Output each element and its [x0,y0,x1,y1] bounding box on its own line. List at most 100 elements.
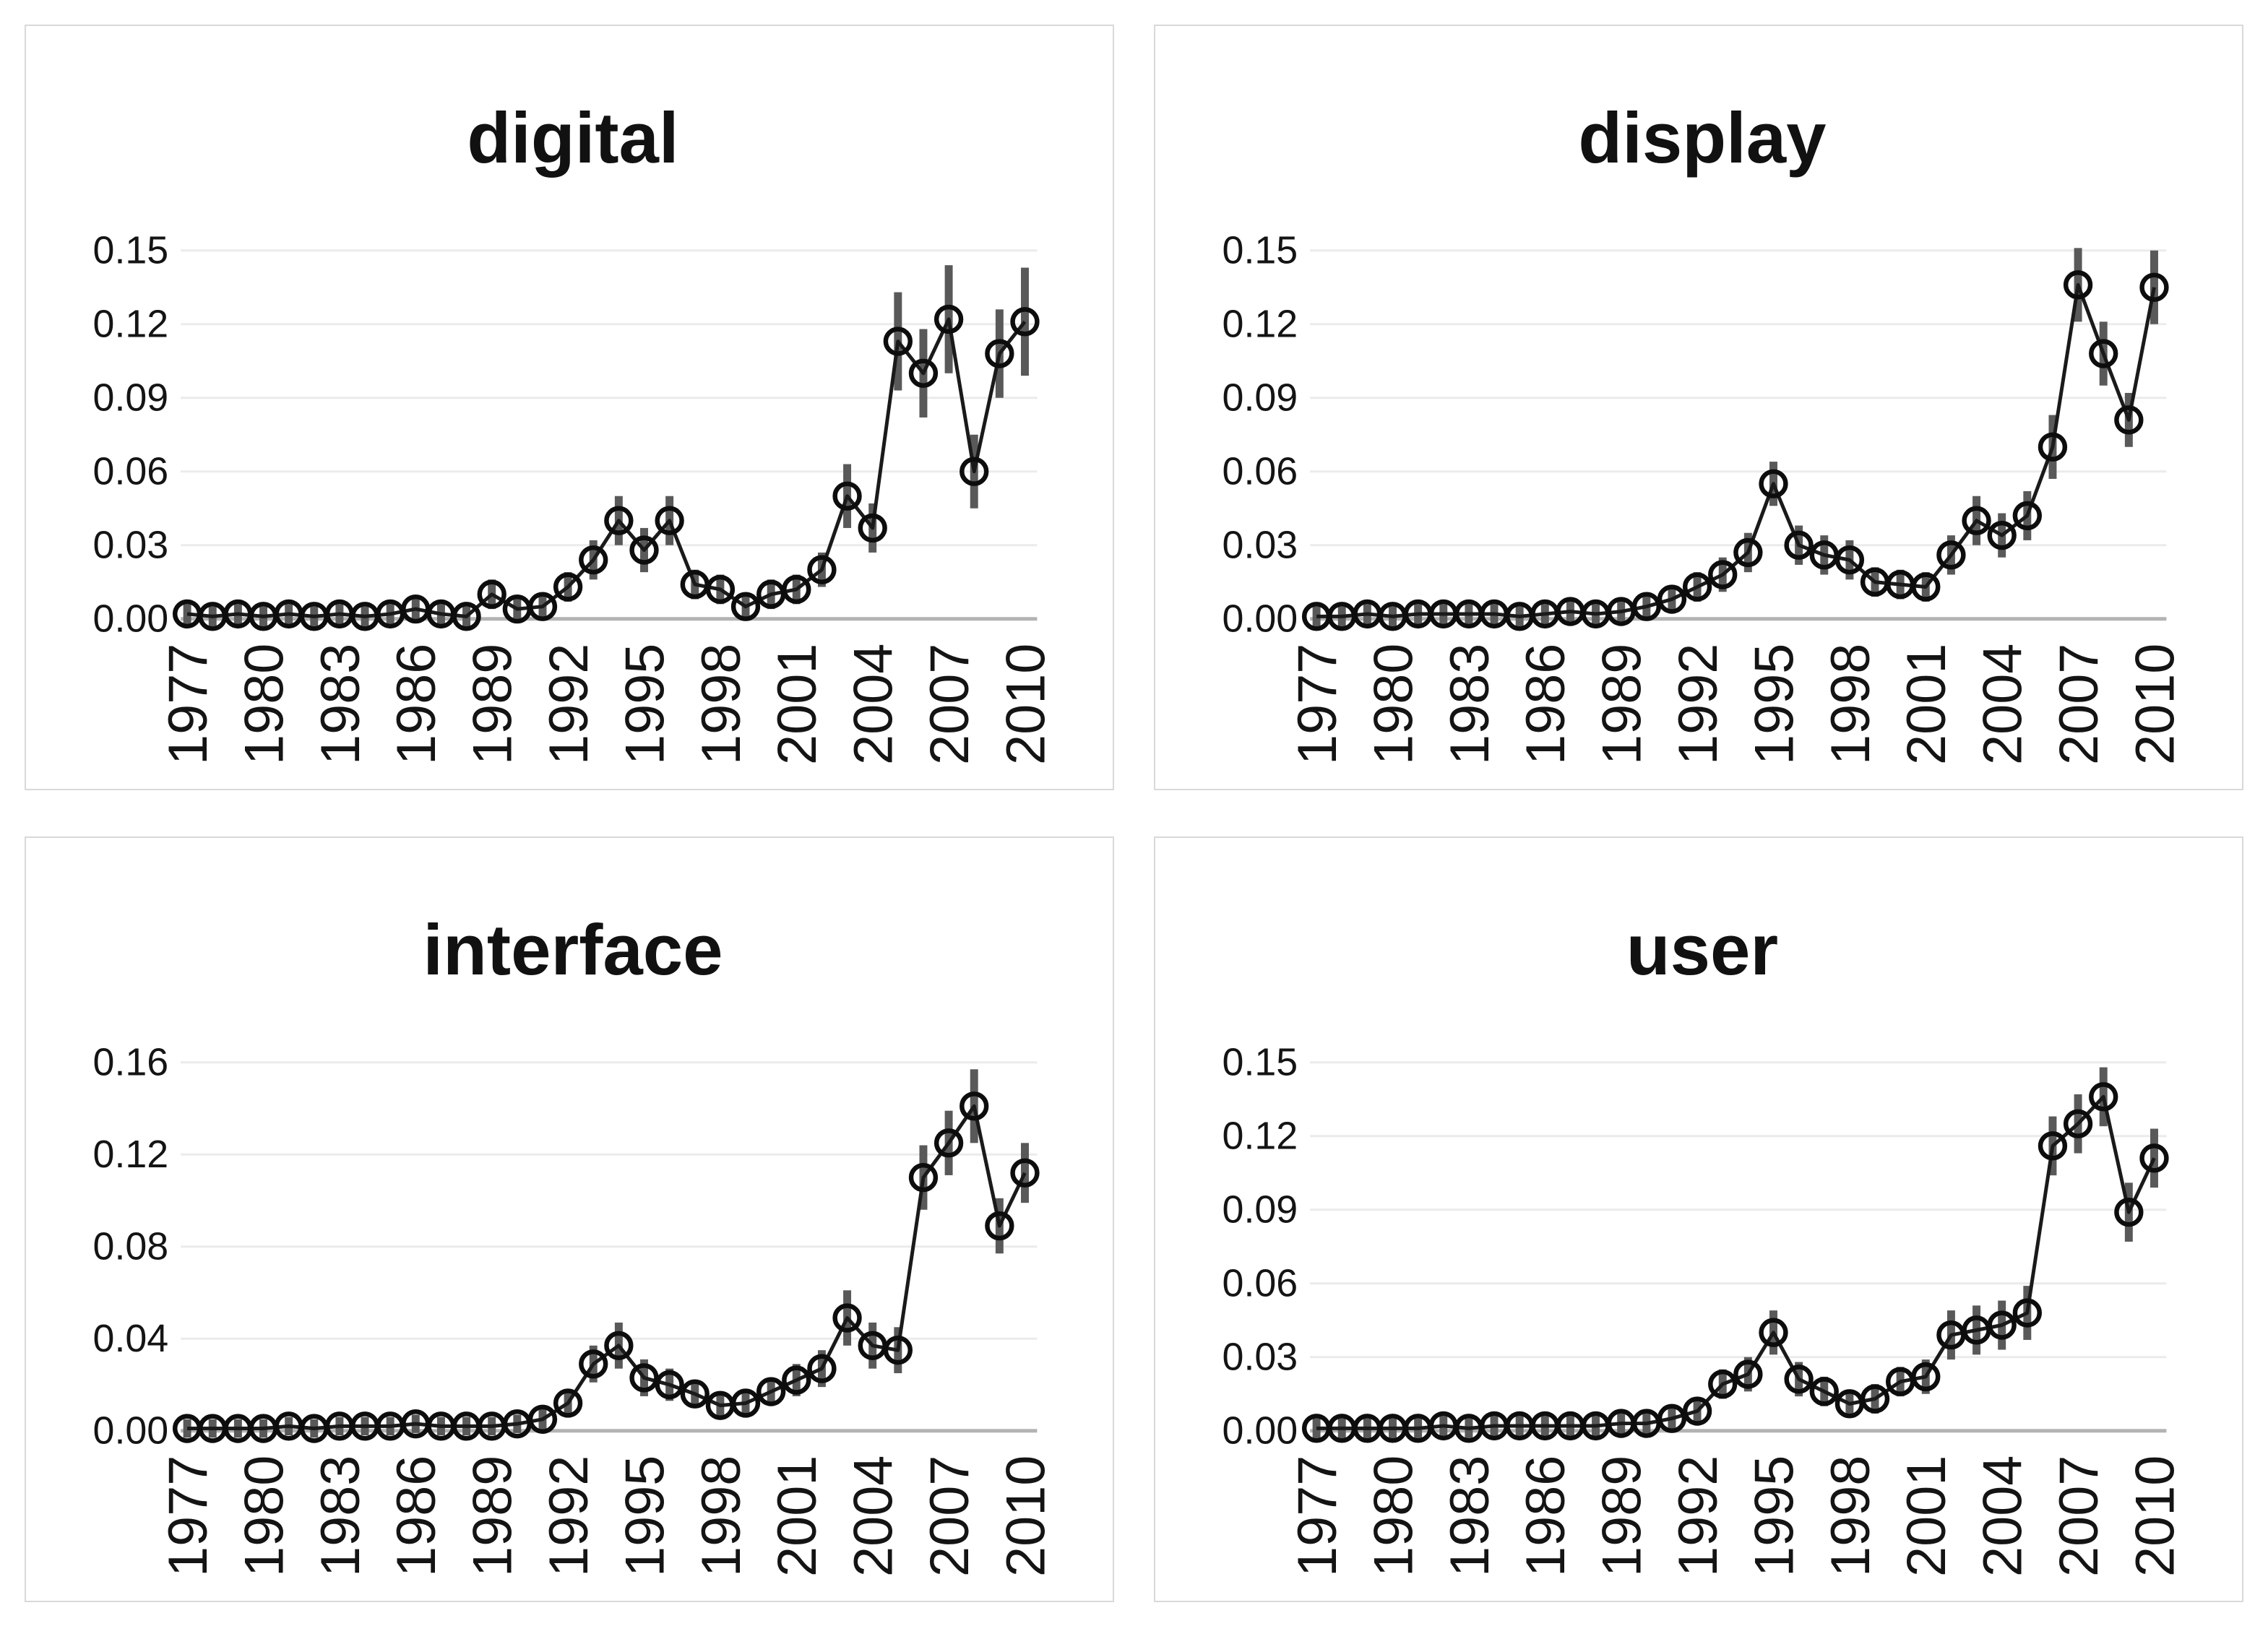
y-axis-labels: 0.00 0.04 0.08 0.12 0.16 [93,1040,169,1452]
data-point [1784,1364,1814,1394]
y-tick-label: 0.04 [93,1317,169,1360]
data-point [2038,432,2068,462]
y-tick-label: 0.03 [93,524,169,567]
x-tick-label: 1986 [386,1455,447,1576]
data-point [1860,1384,1890,1414]
error-bar [183,1419,191,1438]
gridlines [181,249,1038,621]
x-tick-label: 2001 [1896,644,1957,765]
gridlines [1310,1061,2167,1432]
x-tick-label: 1995 [614,1455,676,1576]
x-tick-label: 2010 [995,644,1056,765]
y-tick-label: 0.06 [1223,450,1298,493]
data-point [1733,537,1763,568]
y-tick-label: 0.09 [1223,376,1298,420]
y-tick-label: 0.03 [1223,1335,1298,1378]
chart-title-interface: interface [423,910,723,990]
data-point [730,1388,761,1418]
x-axis-labels: 1977 1980 1983 1986 1989 1992 1995 1998 2001 2004… [158,644,1056,765]
x-axis-labels: 1977 1980 1983 1986 1989 1992 1995 1998 2001 2004… [158,1455,1056,1576]
x-tick-label: 1980 [1363,644,1424,765]
data-points [1301,1081,2169,1443]
error-bars [183,1069,1029,1438]
data-points [172,304,1040,631]
x-tick-label: 1980 [233,1455,295,1576]
data-point [1708,560,1738,589]
data-point [985,1211,1014,1241]
series-line [1316,282,2156,618]
data-point [477,579,506,609]
x-tick-label: 1989 [1592,644,1653,765]
data-point [1708,1369,1738,1399]
data-points [172,1091,1040,1443]
data-point [527,1404,558,1434]
data-point [1682,1396,1712,1426]
data-point [680,1379,710,1409]
x-tick-label: 1983 [1439,1455,1501,1576]
x-tick-label: 1977 [1287,1455,1348,1576]
error-bar [1021,267,1029,376]
chart-panel-display: display 0.00 0.03 0.06 0.09 0.12 0.15 1977 1980… [1154,25,2243,790]
data-point [1657,584,1687,614]
chart-title-display: display [1578,98,1826,178]
y-tick-label: 0.09 [93,376,169,420]
data-point [960,457,989,486]
data-point [579,545,608,575]
x-tick-label: 2010 [2124,644,2186,765]
gridlines [181,1061,1038,1432]
error-bar [183,604,191,624]
x-tick-label: 1995 [614,644,676,765]
x-tick-label: 1977 [1287,644,1348,765]
x-tick-label: 1989 [462,1455,524,1576]
y-tick-label: 0.15 [93,229,169,272]
data-point [883,327,913,356]
data-point [908,1162,939,1193]
data-point [1010,1158,1040,1188]
data-point [629,1363,659,1393]
data-point [782,1365,811,1395]
x-tick-label: 1992 [1668,644,1729,765]
data-point [2038,1130,2068,1161]
data-point [1657,1404,1687,1433]
x-tick-label: 2001 [1896,1455,1957,1576]
data-point [1010,307,1040,337]
x-tick-label: 1998 [1820,644,1881,765]
x-tick-label: 1983 [1439,644,1501,765]
gridlines [1310,249,2167,621]
data-point [655,1370,684,1399]
y-tick-label: 0.12 [1223,1114,1298,1157]
x-tick-label: 2004 [843,1455,905,1576]
x-tick-label: 1995 [1743,1455,1805,1576]
y-tick-label: 0.00 [93,597,169,641]
x-tick-label: 2010 [995,1455,1056,1576]
y-tick-label: 0.09 [1223,1188,1298,1231]
x-tick-label: 2001 [767,644,828,765]
x-tick-label: 1977 [158,644,219,765]
data-point [452,602,481,631]
x-tick-label: 1983 [310,1455,371,1576]
data-point [553,1388,583,1418]
data-point [604,1331,634,1360]
y-tick-label: 0.00 [1223,597,1298,641]
chart-panel-interface: interface 0.00 0.04 0.08 0.12 0.16 1977 1980 19… [25,836,1114,1602]
data-point [2089,1081,2118,1112]
chart-digital: digital 0.00 0.03 0.06 0.09 0.12 0.15 1977 1980… [93,98,1057,765]
x-axis-labels: 1977 1980 1983 1986 1989 1992 1995 1998 2001 2004… [1287,1455,2186,1576]
x-tick-label: 1998 [1820,1455,1881,1576]
x-tick-label: 2004 [843,644,905,765]
data-point [1987,1310,2017,1340]
data-point [2089,339,2118,368]
y-axis-labels: 0.00 0.03 0.06 0.09 0.12 0.15 [93,229,169,641]
x-tick-label: 2004 [1972,1455,2034,1576]
data-point [2012,501,2042,531]
y-axis-labels: 0.00 0.03 0.06 0.09 0.12 0.15 [1223,229,1298,641]
data-point [858,513,887,543]
chart-display: display 0.00 0.03 0.06 0.09 0.12 0.15 1977 1980… [1223,98,2186,765]
x-tick-label: 2010 [2124,1455,2186,1576]
data-point [756,1377,786,1406]
y-tick-label: 0.16 [93,1040,169,1084]
data-point [1987,520,2017,550]
chart-title-user: user [1626,910,1778,990]
data-point [782,574,811,605]
